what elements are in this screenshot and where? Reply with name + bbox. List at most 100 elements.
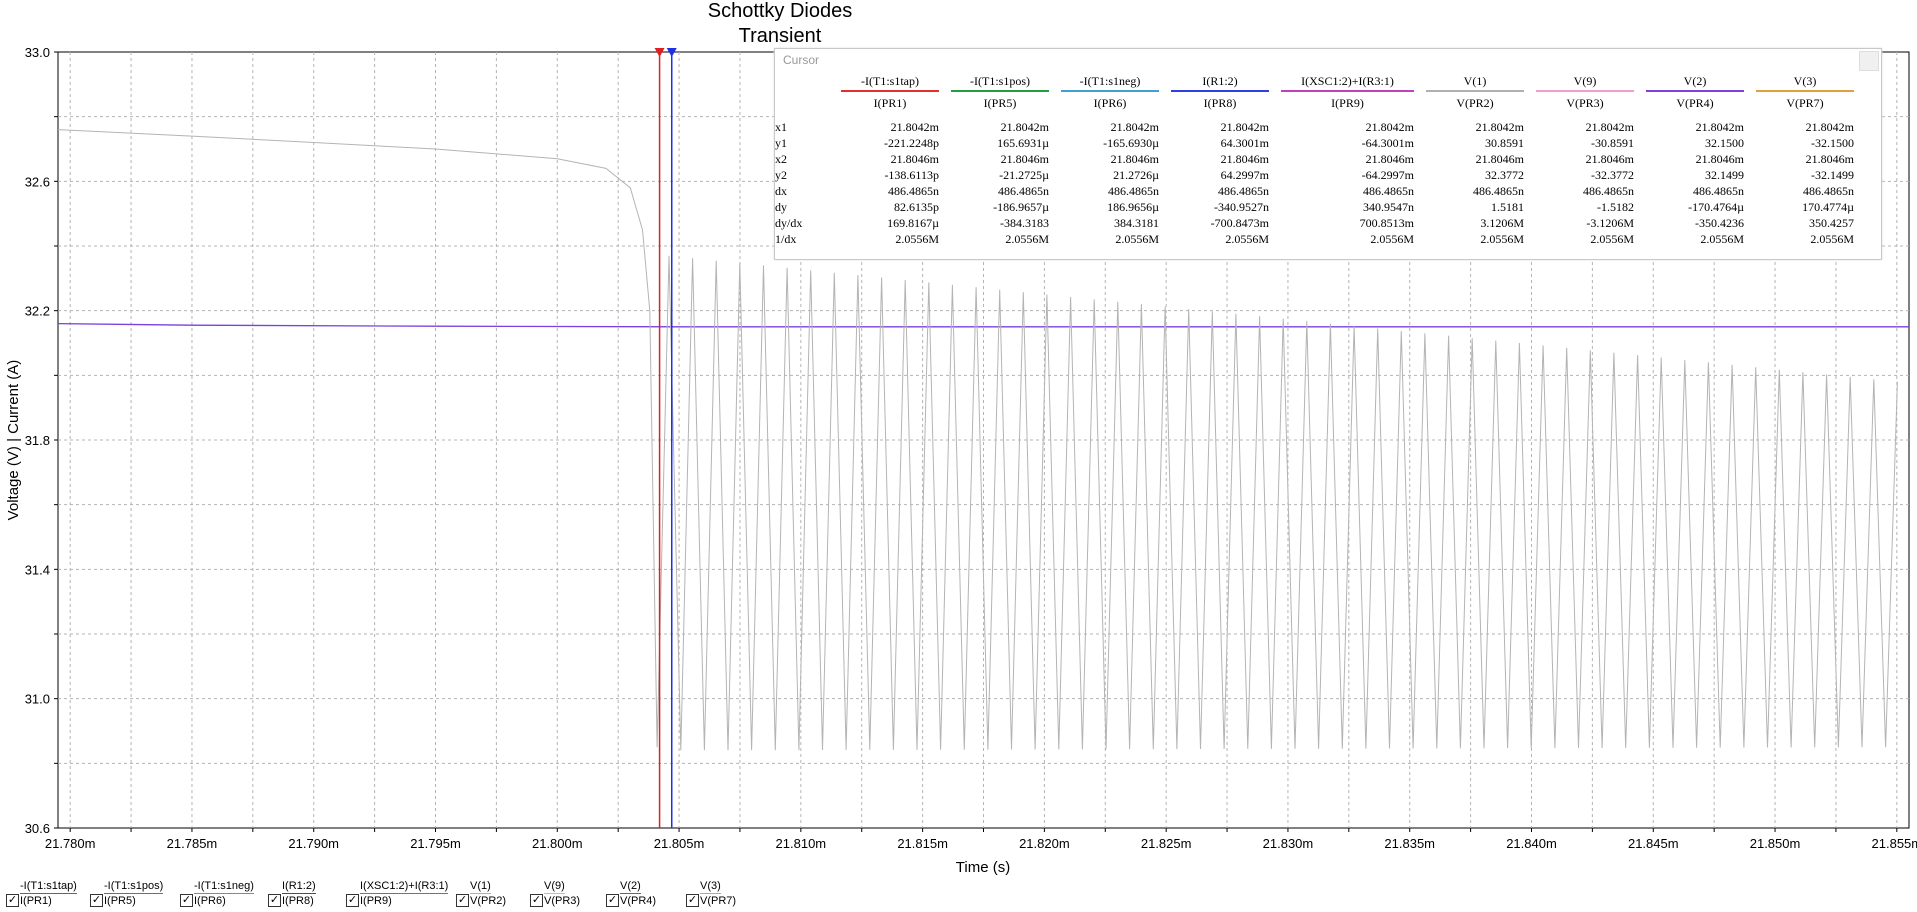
series-lines bbox=[57, 129, 1909, 751]
cursor-value: 64.3001m bbox=[1220, 135, 1269, 150]
cursor-column-header: -I(T1:s1pos) bbox=[951, 74, 1049, 92]
cursor-column-header: V(3) bbox=[1756, 74, 1854, 92]
legend-color-line bbox=[282, 893, 316, 894]
legend-item-label: -I(T1:s1neg) bbox=[194, 880, 254, 894]
cursor-value: 21.8046m bbox=[1110, 151, 1159, 166]
cursor-value: -32.1500 bbox=[1811, 135, 1854, 150]
cursor-1-handle[interactable] bbox=[654, 48, 665, 57]
cursor-row: dx 486.4865n 486.4865n 486.4865n 486.4865n 48… bbox=[775, 183, 1860, 199]
legend-checkbox[interactable]: ✓ bbox=[530, 894, 543, 907]
cursor-value: 21.8042m bbox=[1475, 119, 1524, 134]
cursor-row-label: y2 bbox=[775, 167, 787, 182]
cursor-row: dy/dx 169.8167µ -384.3183 384.3181 -700.8473… bbox=[775, 215, 1860, 231]
legend-checkbox[interactable]: ✓ bbox=[686, 894, 699, 907]
legend-item-label: -I(T1:s1tap) bbox=[20, 880, 77, 894]
legend-item-probe: I(PR5) bbox=[104, 895, 136, 907]
cursor-value: 21.8046m bbox=[1695, 151, 1744, 166]
x-tick-label: 21.800m bbox=[532, 836, 583, 851]
cursor-value: 2.0556M bbox=[1370, 231, 1414, 246]
cursor-column-header: V(9) bbox=[1536, 74, 1634, 92]
cursor-value: 486.4865n bbox=[888, 183, 939, 198]
x-tick-label: 21.780m bbox=[45, 836, 96, 851]
cursor-value: -1.5182 bbox=[1597, 199, 1634, 214]
legend-item-probe: V(PR2) bbox=[470, 895, 507, 907]
cursor-value: 21.8042m bbox=[1805, 119, 1854, 134]
cursor-value: 21.8046m bbox=[1365, 151, 1414, 166]
x-axis-label: Time (s) bbox=[956, 859, 1010, 876]
cursor-row-label: y1 bbox=[775, 135, 787, 150]
cursor-row: x2 21.8046m 21.8046m 21.8046m 21.8046m 21.804… bbox=[775, 151, 1860, 167]
cursor-row: 1/dx 2.0556M 2.0556M 2.0556M 2.0556M 2.0556M 2… bbox=[775, 231, 1860, 247]
close-icon[interactable] bbox=[1859, 51, 1879, 71]
cursor-value: 2.0556M bbox=[1005, 231, 1049, 246]
cursor-value: -3.1206M bbox=[1586, 215, 1634, 230]
legend-color-line bbox=[544, 893, 565, 894]
cursor-value: 21.8046m bbox=[1805, 151, 1854, 166]
cursor-value: 32.1499 bbox=[1705, 167, 1744, 182]
cursor-value: 21.8042m bbox=[1220, 119, 1269, 134]
legend-checkbox[interactable]: ✓ bbox=[6, 894, 19, 907]
legend-color-line bbox=[700, 893, 721, 894]
cursor-value: 486.4865n bbox=[1803, 183, 1854, 198]
legend-checkbox[interactable]: ✓ bbox=[90, 894, 103, 907]
cursor-value: -700.8473m bbox=[1210, 215, 1269, 230]
cursor-panel[interactable]: Cursor -I(T1:s1tap) -I(T1:s1pos) -I(T1:s1n… bbox=[774, 48, 1882, 260]
cursor-value: 350.4257 bbox=[1809, 215, 1854, 230]
cursor-value: 2.0556M bbox=[1810, 231, 1854, 246]
legend-item-label: V(3) bbox=[700, 880, 721, 894]
cursor-value: -384.3183 bbox=[1000, 215, 1049, 230]
cursor-value: 169.8167µ bbox=[887, 215, 939, 230]
y-tick-label: 31.8 bbox=[25, 433, 50, 448]
legend-item-probe: V(PR3) bbox=[544, 895, 581, 907]
cursor-value: -32.3772 bbox=[1591, 167, 1634, 182]
cursor-value: -138.6113p bbox=[884, 167, 939, 182]
y-axis-ticks: 33.0 32.6 32.2 31.8 31.4 31.0 30.6 bbox=[25, 45, 58, 836]
cursor-value: 384.3181 bbox=[1114, 215, 1159, 230]
chart-title: Schottky Diodes bbox=[707, 0, 853, 22]
legend-color-line bbox=[104, 893, 164, 894]
legend-item-label: I(XSC1:2)+I(R3:1) bbox=[360, 880, 449, 894]
legend-checkbox[interactable]: ✓ bbox=[606, 894, 619, 907]
cursor-column-header: I(R1:2) bbox=[1171, 74, 1269, 92]
cursor-panel-title: Cursor bbox=[783, 53, 820, 67]
cursor-value: 21.8042m bbox=[890, 119, 939, 134]
cursor-value: 486.4865n bbox=[1583, 183, 1634, 198]
legend-checkbox[interactable]: ✓ bbox=[180, 894, 193, 907]
cursor-value: 1.5181 bbox=[1491, 199, 1524, 214]
legend-color-line bbox=[20, 893, 77, 894]
cursor-lines bbox=[654, 48, 677, 828]
cursor-2-handle[interactable] bbox=[666, 48, 677, 57]
cursor-value: 2.0556M bbox=[1700, 231, 1744, 246]
cursor-row: y2 -138.6113p -21.2725µ 21.2726µ 64.2997m -64… bbox=[775, 167, 1860, 183]
x-tick-label: 21.825m bbox=[1141, 836, 1192, 851]
legend-color-line bbox=[360, 893, 449, 894]
cursor-value: 32.1500 bbox=[1705, 135, 1744, 150]
cursor-column-header: -I(T1:s1neg) bbox=[1061, 74, 1159, 92]
cursor-column-header: V(2) bbox=[1646, 74, 1744, 92]
cursor-column-header: V(1) bbox=[1426, 74, 1524, 92]
cursor-value: -21.2725µ bbox=[999, 167, 1049, 182]
y-tick-label: 31.4 bbox=[25, 562, 50, 577]
y-tick-label: 31.0 bbox=[25, 692, 50, 707]
cursor-column-header: I(XSC1:2)+I(R3:1) bbox=[1281, 74, 1414, 92]
legend-item-probe: I(PR1) bbox=[20, 895, 52, 907]
cursor-value: 186.9656µ bbox=[1107, 199, 1159, 214]
cursor-value: 21.8042m bbox=[1110, 119, 1159, 134]
legend-item-label: I(R1:2) bbox=[282, 880, 316, 894]
cursor-value: -165.6930µ bbox=[1103, 135, 1159, 150]
cursor-row-label: dy bbox=[775, 199, 787, 214]
cursor-value: -64.3001m bbox=[1361, 135, 1414, 150]
cursor-column-probe: I(PR8) bbox=[1203, 95, 1237, 110]
cursor-value: 486.4865n bbox=[998, 183, 1049, 198]
legend-color-line bbox=[620, 893, 641, 894]
legend-item-probe: I(PR8) bbox=[282, 895, 314, 907]
cursor-column-probe: I(PR9) bbox=[1331, 95, 1364, 110]
legend-item-probe: I(PR6) bbox=[194, 895, 226, 907]
legend-checkbox[interactable]: ✓ bbox=[456, 894, 469, 907]
cursor-value: -221.2248p bbox=[884, 135, 939, 150]
legend-checkbox[interactable]: ✓ bbox=[268, 894, 281, 907]
cursor-column-probe: I(PR1) bbox=[873, 95, 907, 110]
y-axis-label: Voltage (V) | Current (A) bbox=[5, 360, 22, 521]
legend-checkbox[interactable]: ✓ bbox=[346, 894, 359, 907]
legend-item-label: -I(T1:s1pos) bbox=[104, 880, 164, 894]
